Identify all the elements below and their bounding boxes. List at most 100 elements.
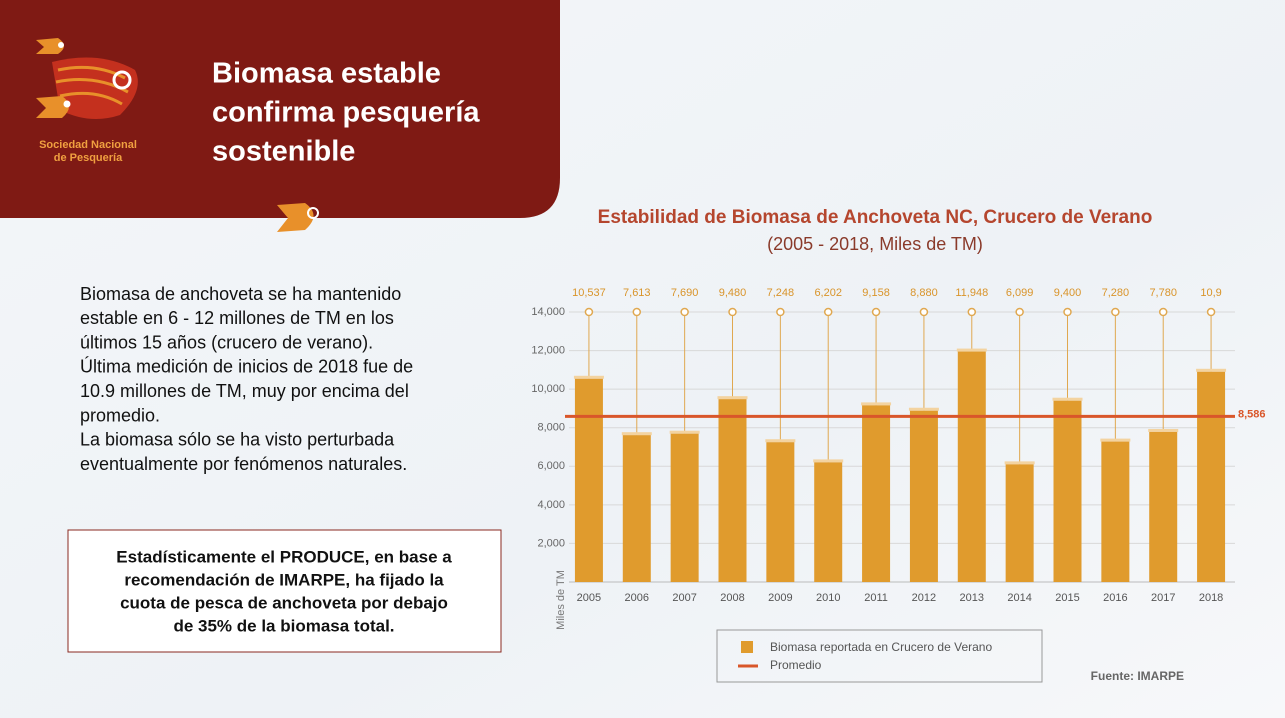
stem-dot xyxy=(632,307,642,317)
bar-cap xyxy=(956,348,987,352)
y-axis-label: Miles de TM xyxy=(555,570,567,630)
bar xyxy=(814,462,843,582)
value-label: 10,537 xyxy=(572,287,606,299)
body-text: últimos 15 años (crucero de verano). xyxy=(80,332,373,352)
bar-cap xyxy=(908,407,939,411)
value-label: 8,880 xyxy=(910,287,938,299)
x-tick-label: 2017 xyxy=(1151,592,1175,604)
y-tick-label: 4,000 xyxy=(537,499,565,511)
source: Fuente: IMARPE xyxy=(1091,669,1184,683)
note-text: Estadísticamente el PRODUCE, en base a xyxy=(116,547,452,566)
stem-dot xyxy=(680,307,689,317)
bar xyxy=(909,410,938,582)
logo xyxy=(36,38,319,232)
bar-cap xyxy=(861,402,892,406)
x-tick-label: 2009 xyxy=(768,592,792,604)
legend-label: Biomasa reportada en Crucero de Verano xyxy=(770,640,992,654)
bar xyxy=(1053,400,1082,582)
value-label: 7,780 xyxy=(1149,287,1177,299)
x-tick-label: 2011 xyxy=(864,592,888,604)
value-label: 7,248 xyxy=(767,287,795,299)
bar xyxy=(718,399,747,582)
logo-text: Sociedad Nacional xyxy=(39,139,137,151)
x-tick-label: 2018 xyxy=(1199,592,1223,604)
value-label: 9,480 xyxy=(719,287,747,299)
header-panel xyxy=(0,0,560,218)
bar xyxy=(574,378,603,582)
bar-cap xyxy=(813,459,844,463)
stem-dot xyxy=(584,307,594,317)
legend-swatch xyxy=(741,641,753,653)
legend-box xyxy=(716,629,1043,683)
bar-cap xyxy=(669,430,700,434)
stem-dot xyxy=(1063,307,1072,317)
bar-cap xyxy=(1148,428,1179,432)
value-label: 7,280 xyxy=(1102,287,1130,299)
bar xyxy=(862,405,891,582)
bar xyxy=(670,433,699,582)
x-tick-label: 2006 xyxy=(625,592,649,604)
note-text: recomendación de IMARPE, ha fijado la xyxy=(124,570,444,589)
bar xyxy=(1197,371,1226,582)
x-tick-label: 2013 xyxy=(960,592,984,604)
note-text: cuota de pesca de anchoveta por debajo xyxy=(120,593,448,612)
body-text: promedio. xyxy=(80,405,160,425)
bar-cap xyxy=(717,396,748,400)
stem-dot xyxy=(1111,307,1120,317)
stem-dot xyxy=(728,307,737,317)
slide-title: confirma pesquería xyxy=(212,97,480,129)
value-label: 9,400 xyxy=(1054,287,1082,299)
x-tick-label: 2014 xyxy=(1007,592,1031,604)
y-tick-label: 12,000 xyxy=(531,344,565,356)
stem-dot xyxy=(1206,307,1216,317)
bar xyxy=(766,442,795,582)
stem-dot xyxy=(1015,307,1024,317)
x-tick-label: 2016 xyxy=(1103,592,1127,604)
value-label: 9,158 xyxy=(862,287,890,299)
x-tick-label: 2012 xyxy=(912,592,936,604)
x-tick-label: 2010 xyxy=(816,592,840,604)
x-tick-label: 2015 xyxy=(1055,592,1079,604)
y-tick-label: 2,000 xyxy=(537,537,565,549)
stem-dot xyxy=(776,307,785,317)
body-text: eventualmente por fenómenos naturales. xyxy=(80,454,407,474)
bar-cap xyxy=(1196,368,1227,372)
y-tick-label: 8,000 xyxy=(537,422,565,434)
note-box xyxy=(67,529,502,653)
logo-text: de Pesquería xyxy=(54,152,123,164)
stem-dot xyxy=(967,307,977,317)
value-label: 10,9 xyxy=(1200,287,1221,299)
average-label: 8,586 xyxy=(1238,408,1266,420)
slide-title: sostenible xyxy=(212,136,355,168)
body-text: Biomasa de anchoveta se ha mantenido xyxy=(80,284,401,304)
value-label: 7,613 xyxy=(623,287,651,299)
y-tick-label: 10,000 xyxy=(531,383,565,395)
bar xyxy=(1101,441,1130,582)
legend-label: Promedio xyxy=(770,658,822,672)
bar-cap xyxy=(621,432,652,436)
value-label: 6,202 xyxy=(814,287,842,299)
body-text: estable en 6 - 12 millones de TM en los xyxy=(80,308,394,328)
y-tick-label: 6,000 xyxy=(537,460,565,472)
value-label: 7,690 xyxy=(671,287,699,299)
chart-title: Estabilidad de Biomasa de Anchoveta NC, … xyxy=(598,207,1153,228)
bar xyxy=(1005,464,1034,582)
y-tick-label: 14,000 xyxy=(531,306,565,318)
value-label: 6,099 xyxy=(1006,287,1034,299)
bar xyxy=(957,351,986,582)
bar-cap xyxy=(765,439,796,443)
body-text: La biomasa sólo se ha visto perturbada xyxy=(80,430,395,450)
stem-dot xyxy=(919,307,929,317)
x-tick-label: 2008 xyxy=(720,592,744,604)
slide-title: Biomasa estable xyxy=(212,58,441,90)
stem-dot xyxy=(1158,307,1168,317)
bar xyxy=(1149,431,1178,582)
bar-cap xyxy=(1100,438,1131,442)
bar xyxy=(622,435,651,582)
bar-cap xyxy=(573,375,604,379)
body-text: 10.9 millones de TM, muy por encima del xyxy=(80,381,409,401)
body-text: Última medición de inicios de 2018 fue d… xyxy=(80,356,413,377)
note-text: de 35% de la biomasa total. xyxy=(173,616,394,635)
x-tick-label: 2007 xyxy=(672,592,696,604)
